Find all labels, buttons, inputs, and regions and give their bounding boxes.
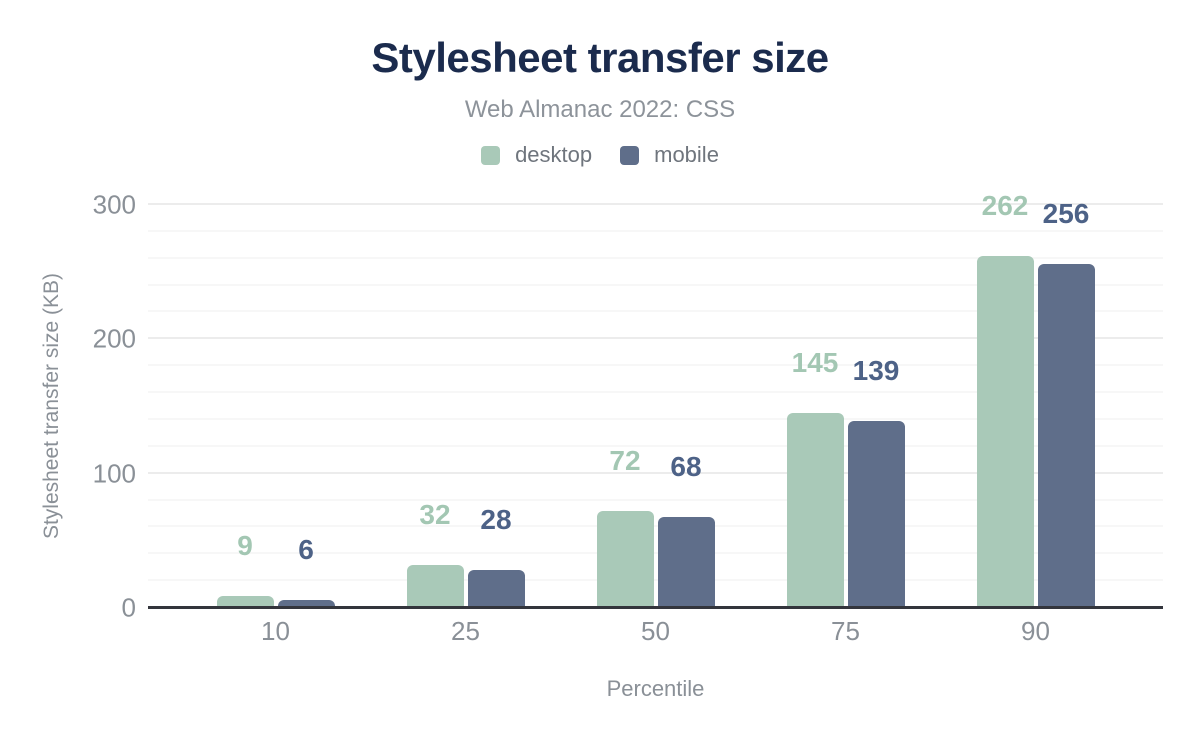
- gridline-240: [148, 283, 1163, 286]
- legend: desktop mobile: [0, 142, 1200, 168]
- bar-group-p25: 32 28: [406, 205, 525, 608]
- data-label-desktop-p90: 262: [981, 190, 1029, 222]
- bar-mobile-p10: [277, 599, 335, 608]
- gridline-80: [148, 498, 1163, 501]
- gridline-60: [148, 525, 1163, 528]
- gridline-280: [148, 229, 1163, 232]
- bar-mobile-p75: [847, 421, 905, 608]
- data-label-mobile-p25: 28: [480, 504, 512, 536]
- bar-mobile-p50: [657, 516, 715, 608]
- bar-desktop-p10: [216, 595, 274, 608]
- bar-desktop-p50: [596, 511, 654, 608]
- x-tick-label-90: 90: [1021, 616, 1050, 646]
- bar-desktop-p25: [406, 565, 464, 608]
- legend-label-desktop: desktop: [515, 142, 593, 167]
- gridline-180: [148, 364, 1163, 367]
- gridline-200: [148, 337, 1163, 340]
- bar-mobile-p25: [467, 570, 525, 608]
- gridline-260: [148, 256, 1163, 259]
- y-tick-label-200: 200: [92, 323, 136, 354]
- bar-desktop-p90: [976, 256, 1034, 608]
- legend-item-desktop: desktop: [481, 142, 592, 168]
- y-tick-label-300: 300: [92, 189, 136, 220]
- gridline-160: [148, 391, 1163, 394]
- data-label-mobile-p90: 256: [1042, 198, 1090, 230]
- x-tick-label-75: 75: [831, 616, 860, 646]
- gridline-300: [148, 203, 1163, 205]
- gridline-40: [148, 552, 1163, 555]
- x-axis-title: Percentile: [606, 676, 705, 701]
- x-tick-label-50: 50: [641, 616, 670, 646]
- chart-subtitle: Web Almanac 2022: CSS: [464, 96, 736, 123]
- legend-item-mobile: mobile: [620, 142, 719, 168]
- x-axis-line: [148, 606, 1163, 609]
- data-label-desktop-p10: 9: [237, 529, 253, 561]
- gridline-140: [148, 417, 1163, 420]
- data-label-mobile-p75: 139: [852, 355, 900, 387]
- gridline-20: [148, 579, 1163, 582]
- mobile-swatch-icon: [620, 145, 640, 165]
- bar-group-p90: 262 256: [976, 190, 1095, 608]
- data-label-desktop-p25: 32: [419, 499, 451, 531]
- y-axis-title: Stylesheet transfer size (KB): [40, 272, 63, 540]
- y-tick-label-0: 0: [121, 592, 136, 623]
- data-label-mobile-p10: 6: [298, 533, 314, 565]
- bar-mobile-p90: [1037, 264, 1095, 608]
- bar-group-p75: 145 139: [786, 205, 905, 608]
- desktop-swatch-icon: [481, 145, 501, 165]
- legend-label-mobile: mobile: [654, 142, 719, 167]
- bar-group-p50: 72 68: [596, 205, 715, 608]
- x-tick-label-25: 25: [451, 616, 480, 646]
- gridline-220: [148, 310, 1163, 313]
- data-label-mobile-p50: 68: [670, 450, 702, 482]
- y-tick-label-100: 100: [92, 458, 136, 489]
- x-tick-label-10: 10: [261, 616, 290, 646]
- data-label-desktop-p75: 145: [791, 347, 839, 379]
- data-label-desktop-p50: 72: [609, 445, 641, 477]
- chart-title: Stylesheet transfer size: [371, 34, 829, 81]
- bar-desktop-p75: [786, 413, 844, 608]
- gridline-100: [148, 471, 1163, 474]
- plot-area: 0 100 200 300 10 9 6 25 32 28 50 72 68 75 145 139 90 262 2…: [93, 190, 1163, 646]
- gridline-120: [148, 444, 1163, 447]
